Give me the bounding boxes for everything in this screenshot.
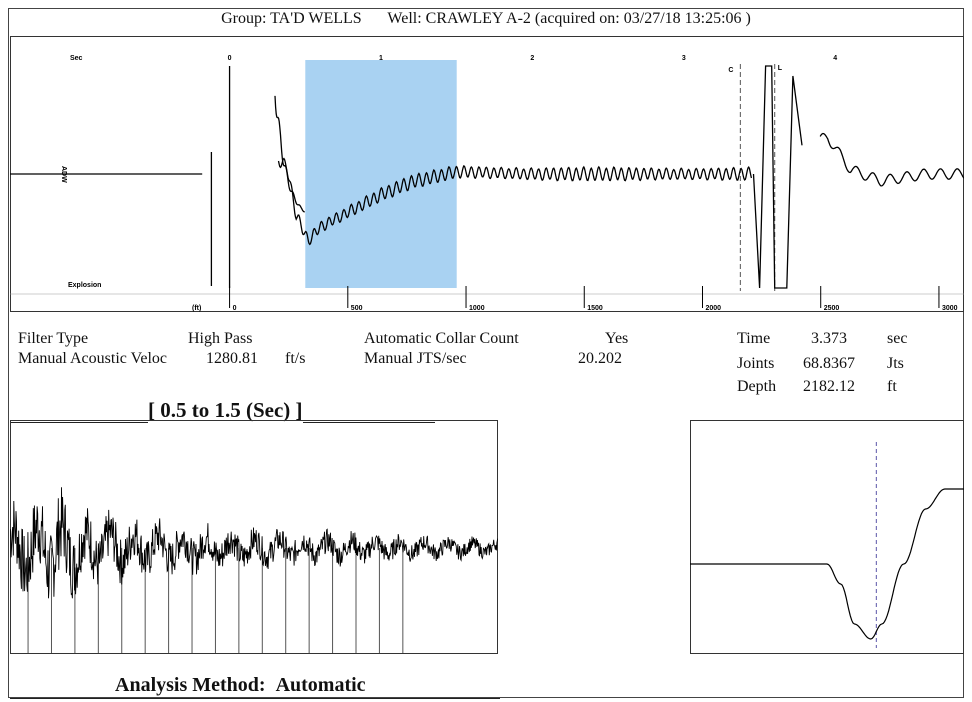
detail-plot-border xyxy=(690,420,964,654)
time-value: 3.373 xyxy=(811,330,847,347)
time-unit-label: Sec xyxy=(70,55,83,62)
velocity-label: Manual Acoustic Veloc xyxy=(18,350,168,367)
depth-tick-label: 3000 xyxy=(942,305,958,312)
time-axis-ticks: 0 1 2 3 4 xyxy=(228,55,838,62)
jts-sec-value: 20.202 xyxy=(578,350,622,367)
time-label: Time xyxy=(737,330,771,347)
collar-count-label: Automatic Collar Count xyxy=(364,330,519,347)
group-name: Group: TA'D WELLS xyxy=(221,10,362,27)
joints-value: 68.8367 xyxy=(803,355,855,372)
filter-type-value: High Pass xyxy=(188,330,253,347)
liquid-reflection-pulses xyxy=(752,65,803,289)
depth-tick-label: 500 xyxy=(351,305,363,312)
depth-axis-ticks: 0 500 1000 1500 2000 2500 3000 xyxy=(229,286,958,312)
depth-tick-label: 1000 xyxy=(469,305,485,312)
depth-unit: ft xyxy=(887,378,897,395)
zoom-window-text: [ 0.5 to 1.5 (Sec) ] xyxy=(148,398,303,422)
collar-detail-chart[interactable] xyxy=(690,420,964,654)
depth-tick-label: 2500 xyxy=(824,305,840,312)
zoomed-signal-chart[interactable] xyxy=(10,420,498,654)
acoustic-trace-segment xyxy=(277,157,753,246)
detail-trace-line xyxy=(690,488,964,640)
depth-tick-label: 0 xyxy=(233,305,237,312)
depth-unit-label: (ft) xyxy=(192,305,201,312)
joints-label: Joints xyxy=(737,355,775,372)
time-tick-label: 3 xyxy=(682,55,686,62)
cursor-label: C xyxy=(728,67,733,74)
liquid-reflection-pulse xyxy=(752,65,803,289)
collar-marks xyxy=(27,548,404,653)
analysis-window-highlight[interactable] xyxy=(305,60,457,288)
depth-tick-label: 2000 xyxy=(705,305,721,312)
explosion-label: Explosion xyxy=(68,282,101,289)
liquid-level-label: L xyxy=(778,65,783,72)
zoom-window-title: [ 0.5 to 1.5 (Sec) ] xyxy=(10,398,498,423)
title-rule-right xyxy=(302,421,435,423)
early-reflection-line xyxy=(274,95,305,213)
time-unit: sec xyxy=(887,330,908,347)
title-rule-left xyxy=(10,421,148,423)
depth-value: 2182.12 xyxy=(803,378,855,395)
time-tick-label: 1 xyxy=(379,55,383,62)
zoomed-trace-line xyxy=(10,487,498,599)
depth-tick-label: 1500 xyxy=(587,305,603,312)
joints-unit: Jts xyxy=(887,355,904,372)
velocity-value: 1280.81 xyxy=(206,350,258,367)
velocity-unit: ft/s xyxy=(285,350,306,367)
analysis-method: Analysis Method: Automatic xyxy=(115,674,366,697)
report-header: Group: TA'D WELLS Well: CRAWLEY A-2 (acq… xyxy=(0,10,972,28)
time-tick-label: 0 xyxy=(228,55,232,62)
time-tick-label: 4 xyxy=(833,55,837,62)
analysis-method-label: Analysis Method: xyxy=(115,674,266,696)
collar-count-value: Yes xyxy=(605,330,629,347)
footer-rule xyxy=(10,698,500,699)
acoustic-trace-segment xyxy=(819,132,964,187)
time-tick-label: 2 xyxy=(530,55,534,62)
filter-type-label: Filter Type xyxy=(18,330,89,347)
well-name: Well: CRAWLEY A-2 (acquired on: 03/27/18… xyxy=(387,10,751,27)
depth-label: Depth xyxy=(737,378,777,395)
report-frame xyxy=(8,8,964,698)
analysis-method-value: Automatic xyxy=(275,674,366,696)
jts-sec-label: Manual JTS/sec xyxy=(364,350,467,367)
